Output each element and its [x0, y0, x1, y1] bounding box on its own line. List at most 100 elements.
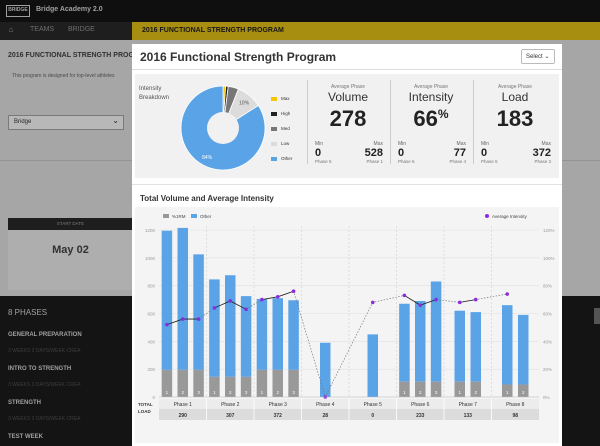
bar-label: 2 [474, 390, 477, 395]
stat-sub: Average Phase [497, 84, 533, 90]
stat-divider [307, 80, 308, 164]
bar-other [209, 279, 220, 377]
bar-other [399, 303, 410, 382]
legend-swatch [191, 214, 197, 218]
summary-panel: Intensity Breakdown 10% 84% Max High Med … [135, 74, 559, 178]
bar-other [225, 275, 236, 377]
select-label: Select [526, 54, 543, 60]
modal-select-dropdown[interactable]: Select ⌄ [521, 49, 555, 64]
x-tick-label: Phase 4 [316, 402, 335, 408]
phase-meta: 3 WEEKS 3 DAYS/WEEK CREA [8, 348, 81, 354]
bar-other [367, 334, 378, 397]
legend-label: %1RM [172, 214, 186, 219]
bar-label: 1 [403, 390, 406, 395]
bar-label: 1 [261, 390, 264, 395]
app-title: Bridge Academy 2.0 [36, 6, 103, 13]
intensity-point [196, 317, 201, 321]
legend-max: Max [271, 96, 290, 101]
phase-name[interactable]: STRENGTH [8, 400, 41, 406]
intensity-point [473, 297, 478, 302]
bar-other [320, 342, 331, 397]
legend-label: Other [200, 214, 212, 219]
stat-min-value: 0 [398, 147, 405, 159]
bar-1rm [288, 369, 299, 397]
bar-label: 2 [276, 390, 279, 395]
bar-label: 2 [522, 390, 525, 395]
bar-1rm [209, 376, 220, 397]
stat-max-label: Max [456, 141, 466, 147]
phase-name[interactable]: GENERAL PREPARATION [8, 332, 82, 338]
total-load-value: 372 [274, 413, 283, 419]
y2-tick-label: 20% [543, 367, 552, 372]
phase-name[interactable]: INTRO TO STRENGTH [8, 366, 72, 372]
y2-tick-label: 40% [543, 339, 552, 344]
pie-hole [207, 112, 239, 144]
intensity-point [434, 297, 438, 302]
bar-other [177, 227, 188, 370]
bar-other [161, 230, 173, 370]
intensity-breakdown-label: Intensity Breakdown [139, 86, 170, 101]
intensity-point [244, 307, 248, 312]
legend-label: Low [281, 141, 290, 146]
x-tick-label: Phase 8 [506, 402, 525, 408]
y2-tick-label: 60% [543, 312, 552, 317]
y-tick-label: 400 [147, 339, 155, 344]
bar-other [502, 305, 513, 385]
bar-other [256, 298, 268, 370]
stat-max-phase: Phase 1 [366, 159, 383, 164]
total-load-label: LOAD [138, 409, 151, 414]
side-tab[interactable] [594, 308, 600, 324]
bar-other [415, 300, 426, 382]
stat-value-number: 183 [496, 106, 534, 131]
bar-1rm [399, 381, 410, 397]
bar-label: 1 [166, 390, 169, 395]
bar-other [240, 296, 252, 377]
top-bar: BRIDGE Bridge Academy 2.0 [0, 0, 600, 22]
home-icon[interactable]: ⌂ [8, 25, 14, 34]
stat-sub: Average Phase [330, 84, 366, 90]
intensity-point [457, 300, 462, 305]
bar-1rm [193, 369, 204, 397]
stat-max-phase: Phase 3 [534, 159, 551, 164]
bar-1rm [430, 381, 442, 397]
bar-label: 3 [435, 390, 438, 395]
stat-max-label: Max [373, 141, 383, 147]
stat-value-suffix: % [437, 107, 449, 121]
intensity-point [505, 292, 510, 296]
team-select[interactable]: Bridge [8, 115, 124, 130]
x-tick-label: Phase 6 [411, 402, 430, 408]
legend-label: High [281, 111, 291, 116]
legend-high: High [271, 111, 290, 116]
divider [132, 184, 562, 185]
stat-min-phase: Phase 5 [315, 159, 332, 164]
intensity-point [370, 300, 375, 305]
bar-1rm [161, 369, 173, 397]
stat-intensity: Average Phase Intensity 66% Min 0 Phase … [390, 80, 472, 164]
x-tick-label: Phase 7 [459, 402, 478, 408]
bar-1rm [518, 384, 529, 397]
bar-other [518, 314, 529, 385]
phases-title: 8 PHASES [8, 308, 48, 317]
program-modal: 2016 Functional Strength Program Select … [132, 44, 562, 446]
x-tick-label: Phase 1 [174, 402, 193, 408]
modal-header: 2016 Functional Strength Program Select … [132, 44, 562, 70]
breadcrumb-bridge[interactable]: BRIDGE [68, 26, 95, 33]
phase-name[interactable]: TEST WEEK [8, 434, 44, 440]
chevron-down-icon: ⌄ [544, 54, 550, 60]
stat-min-label: Min [398, 141, 407, 147]
x-tick-label: Phase 3 [269, 402, 288, 408]
total-load-value: 28 [322, 413, 328, 419]
total-load-label: TOTAL [138, 402, 153, 407]
stat-name: Volume [327, 90, 369, 104]
y-tick-label: 1000 [145, 256, 156, 261]
bar-other [430, 281, 442, 382]
stat-name: Intensity [408, 90, 454, 104]
stat-min-phase: Phase 5 [481, 159, 498, 164]
stat-divider [390, 80, 391, 164]
stat-max-value: 372 [532, 147, 551, 159]
legend-swatch [271, 111, 277, 116]
intensity-point [291, 289, 296, 294]
breadcrumb-teams[interactable]: TEAMS [30, 26, 55, 33]
y2-tick-label: 0% [543, 395, 550, 400]
stat-value: 183 [473, 106, 557, 132]
